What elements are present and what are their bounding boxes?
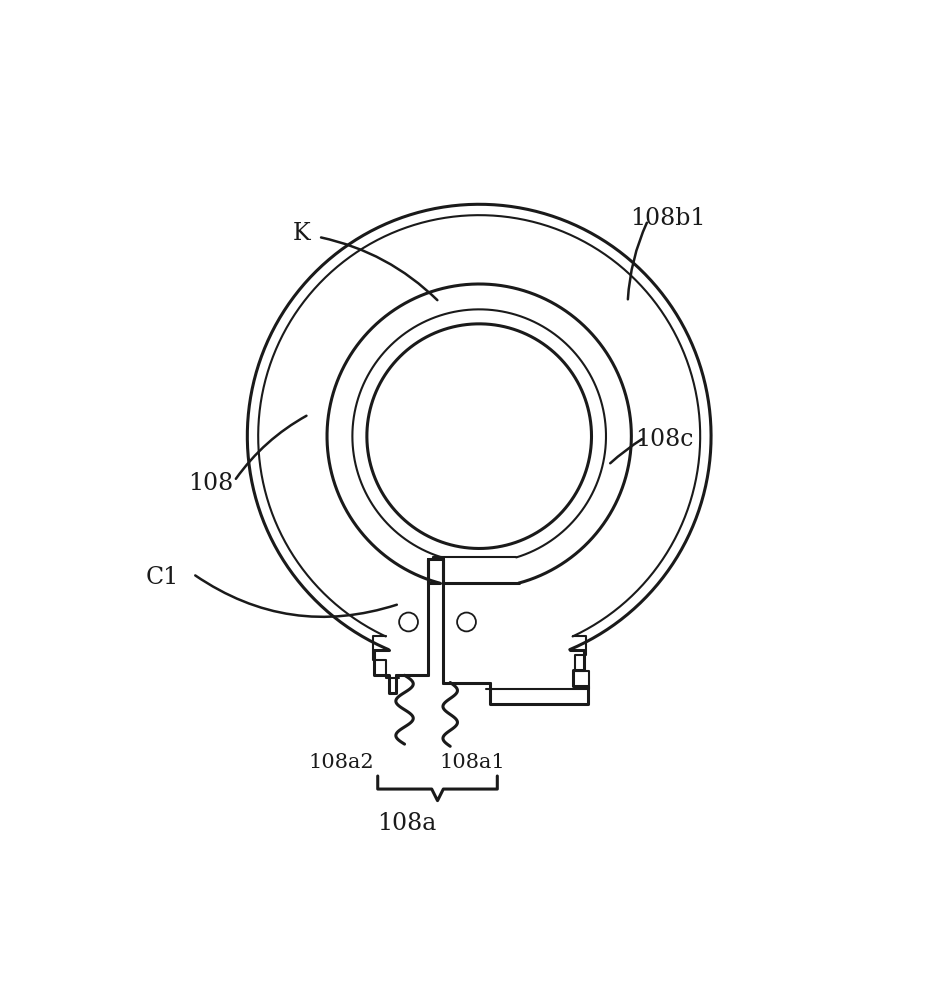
Text: 108a: 108a bbox=[377, 812, 437, 835]
Bar bbox=[189, 664, 769, 867]
Circle shape bbox=[457, 613, 476, 631]
Circle shape bbox=[399, 613, 418, 631]
Text: 108c: 108c bbox=[635, 428, 693, 451]
Text: 108b1: 108b1 bbox=[630, 207, 705, 230]
Text: 108: 108 bbox=[189, 472, 234, 495]
Text: 108a1: 108a1 bbox=[439, 753, 505, 772]
Circle shape bbox=[244, 201, 714, 672]
Text: 108a2: 108a2 bbox=[309, 753, 374, 772]
Text: C1: C1 bbox=[145, 566, 179, 589]
Circle shape bbox=[369, 326, 589, 546]
Text: K: K bbox=[293, 222, 310, 245]
